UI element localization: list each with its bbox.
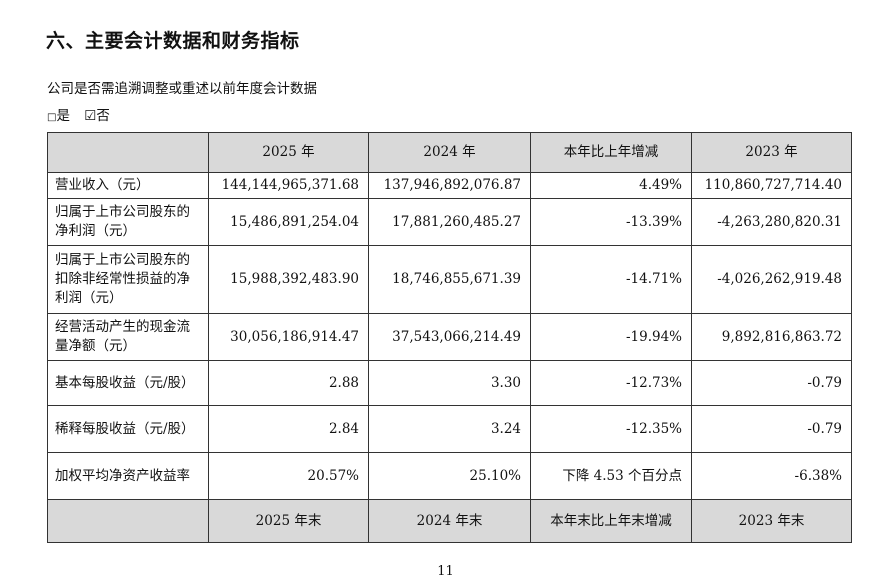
table-cell: -12.35% bbox=[530, 405, 692, 453]
row-label: 归属于上市公司股东的扣除非经常性损益的净利润（元） bbox=[47, 245, 209, 314]
yes-label: 是 bbox=[56, 108, 70, 124]
no-checkbox: ☑ bbox=[84, 108, 97, 124]
table-row: 加权平均净资产收益率 20.57% 25.10% 下降 4.53 个百分点 -6… bbox=[47, 452, 852, 500]
subheader-cell: 2025 年末 bbox=[208, 499, 369, 543]
page-number: 11 bbox=[437, 564, 454, 579]
financial-indicators-table: 2025 年 2024 年 本年比上年增减 2023 年 营业收入（元） 144… bbox=[47, 132, 852, 543]
table-cell: 137,946,892,076.87 bbox=[368, 172, 531, 199]
no-label: 否 bbox=[96, 108, 110, 124]
table-cell: 110,860,727,714.40 bbox=[691, 172, 852, 199]
section-title: 六、主要会计数据和财务指标 bbox=[46, 30, 300, 52]
header-cell: 2024 年 bbox=[368, 132, 531, 173]
row-label: 归属于上市公司股东的净利润（元） bbox=[47, 198, 209, 246]
header-cell: 2023 年 bbox=[691, 132, 852, 173]
subheader-cell: 2023 年末 bbox=[691, 499, 852, 543]
table-cell: -0.79 bbox=[691, 360, 852, 406]
table-cell: -6.38% bbox=[691, 452, 852, 500]
subheader-cell: 本年末比上年末增减 bbox=[530, 499, 692, 543]
restatement-question: 公司是否需追溯调整或重述以前年度会计数据 bbox=[47, 81, 317, 97]
table-row: 稀释每股收益（元/股） 2.84 3.24 -12.35% -0.79 bbox=[47, 405, 852, 453]
subheader-cell bbox=[47, 499, 209, 543]
table-row: 归属于上市公司股东的净利润（元） 15,486,891,254.04 17,88… bbox=[47, 198, 852, 246]
restatement-options: □是 ☑否 bbox=[47, 104, 110, 124]
table-cell: -4,026,262,919.48 bbox=[691, 245, 852, 314]
table-cell: 37,543,066,214.49 bbox=[368, 313, 531, 361]
table-row: 经营活动产生的现金流量净额（元） 30,056,186,914.47 37,54… bbox=[47, 313, 852, 361]
table-header-row: 2025 年 2024 年 本年比上年增减 2023 年 bbox=[47, 132, 852, 173]
table-cell: 3.30 bbox=[368, 360, 531, 406]
table-cell: 17,881,260,485.27 bbox=[368, 198, 531, 246]
row-label: 营业收入（元） bbox=[47, 172, 209, 199]
table-cell: 15,486,891,254.04 bbox=[208, 198, 369, 246]
table-row: 归属于上市公司股东的扣除非经常性损益的净利润（元） 15,988,392,483… bbox=[47, 245, 852, 314]
table-cell: 25.10% bbox=[368, 452, 531, 500]
table-cell: -13.39% bbox=[530, 198, 692, 246]
table-cell: -4,263,280,820.31 bbox=[691, 198, 852, 246]
table-cell: 2.88 bbox=[208, 360, 369, 406]
subheader-cell: 2024 年末 bbox=[368, 499, 531, 543]
table-cell: 3.24 bbox=[368, 405, 531, 453]
header-cell bbox=[47, 132, 209, 173]
row-label: 稀释每股收益（元/股） bbox=[47, 405, 209, 453]
yes-checkbox: □ bbox=[47, 112, 57, 123]
table-cell: -14.71% bbox=[530, 245, 692, 314]
header-cell: 本年比上年增减 bbox=[530, 132, 692, 173]
row-label: 加权平均净资产收益率 bbox=[47, 452, 209, 500]
table-row: 基本每股收益（元/股） 2.88 3.30 -12.73% -0.79 bbox=[47, 360, 852, 406]
row-label: 经营活动产生的现金流量净额（元） bbox=[47, 313, 209, 361]
table-cell: 4.49% bbox=[530, 172, 692, 199]
table-cell: 18,746,855,671.39 bbox=[368, 245, 531, 314]
table-cell: 20.57% bbox=[208, 452, 369, 500]
table-cell: 144,144,965,371.68 bbox=[208, 172, 369, 199]
table-cell: -19.94% bbox=[530, 313, 692, 361]
table-cell: -12.73% bbox=[530, 360, 692, 406]
table-cell: 9,892,816,863.72 bbox=[691, 313, 852, 361]
table-cell: 下降 4.53 个百分点 bbox=[530, 452, 692, 500]
table-cell: 30,056,186,914.47 bbox=[208, 313, 369, 361]
table-cell: -0.79 bbox=[691, 405, 852, 453]
table-row: 营业收入（元） 144,144,965,371.68 137,946,892,0… bbox=[47, 172, 852, 199]
header-cell: 2025 年 bbox=[208, 132, 369, 173]
table-cell: 2.84 bbox=[208, 405, 369, 453]
row-label: 基本每股收益（元/股） bbox=[47, 360, 209, 406]
table-subheader-row: 2025 年末 2024 年末 本年末比上年末增减 2023 年末 bbox=[47, 499, 852, 543]
table-cell: 15,988,392,483.90 bbox=[208, 245, 369, 314]
